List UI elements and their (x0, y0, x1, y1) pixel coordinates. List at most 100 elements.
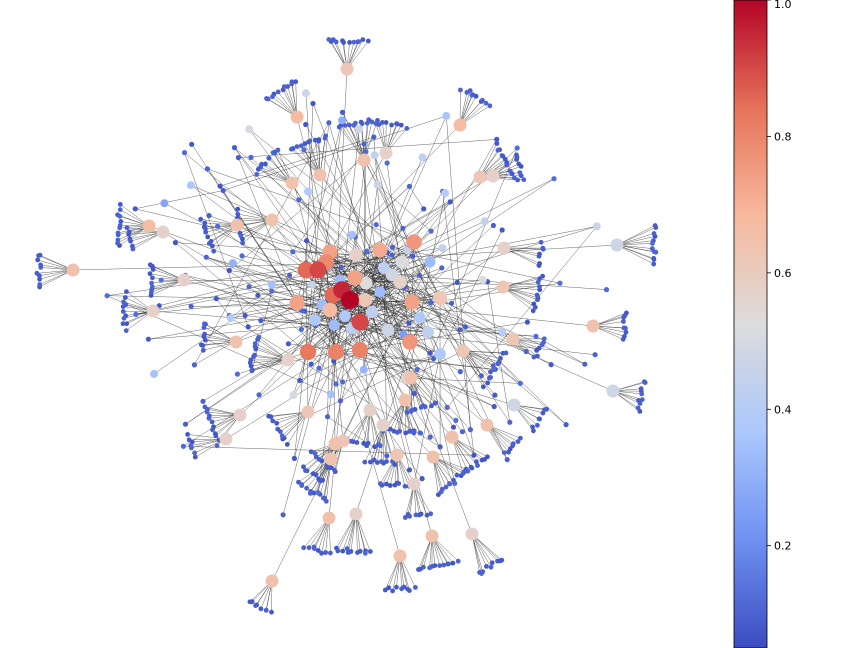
graph-edge (349, 299, 594, 327)
graph-node (406, 320, 412, 326)
graph-node (491, 403, 497, 410)
graph-edge (325, 124, 461, 263)
graph-node (407, 477, 421, 491)
graph-node (258, 606, 264, 612)
graph-edge (207, 168, 415, 243)
graph-node (346, 122, 352, 128)
graph-node (534, 292, 540, 298)
graph-node (206, 213, 212, 219)
graph-node (315, 490, 321, 496)
graph-node (413, 585, 418, 590)
graph-edge (503, 247, 544, 250)
graph-edge (411, 225, 494, 303)
graph-node (205, 234, 211, 240)
graph-edge (315, 120, 343, 326)
graph-node (328, 319, 340, 331)
graph-node (347, 230, 356, 239)
graph-node (127, 236, 133, 242)
graph-edge (238, 139, 497, 158)
graph-node (426, 450, 440, 464)
graph-node (104, 293, 110, 299)
graph-node (651, 231, 657, 236)
graph-node (537, 261, 542, 266)
graph-node (200, 398, 206, 404)
graph-edge (342, 353, 441, 383)
graph-node (363, 403, 377, 417)
graph-node (339, 310, 351, 322)
graph-node (359, 121, 365, 126)
graph-node (428, 511, 434, 517)
graph-edge (194, 279, 341, 366)
graph-edge (354, 178, 555, 279)
graph-node (191, 362, 197, 368)
graph-node (437, 563, 443, 568)
graph-node (275, 89, 281, 95)
graph-node (354, 440, 360, 445)
graph-node (206, 415, 212, 421)
graph-node (498, 327, 507, 336)
graph-node (422, 326, 434, 338)
graph-node (322, 511, 336, 525)
graph-node (480, 97, 485, 103)
graph-edge (471, 533, 480, 573)
graph-node (450, 424, 457, 430)
colorbar-ticks: 1.0 0.8 0.6 0.4 0.2 (767, 0, 792, 553)
graph-node (313, 472, 319, 478)
graph-node (622, 313, 628, 318)
graph-node (652, 249, 657, 255)
graph-edge (344, 125, 365, 161)
graph-edge (471, 533, 483, 572)
graph-node (414, 367, 420, 373)
graph-node (220, 187, 226, 194)
graph-node (384, 459, 389, 464)
graph-node (304, 485, 309, 491)
graph-node (606, 384, 620, 398)
graph-edge (293, 267, 385, 396)
graph-node (297, 261, 315, 279)
graph-node (650, 241, 655, 246)
graph-edge (409, 186, 424, 210)
graph-node (474, 459, 479, 465)
graph-node (347, 40, 352, 45)
graph-node (322, 135, 328, 141)
graph-node (301, 405, 315, 419)
graph-node (192, 450, 198, 456)
graph-edge (216, 298, 230, 316)
graph-node (651, 257, 657, 262)
graph-node (293, 79, 299, 85)
graph-node (418, 153, 427, 162)
graph-edge (471, 533, 502, 561)
graph-node (219, 432, 233, 446)
graph-edge (339, 126, 365, 161)
graph-node (289, 391, 298, 399)
graph-node (425, 529, 439, 543)
graph-node (417, 512, 422, 518)
graph-edge (306, 240, 521, 384)
graph-node (231, 145, 238, 151)
graph-node (490, 222, 496, 229)
graph-edge (361, 159, 389, 331)
graph-node (240, 240, 246, 246)
graph-node (235, 206, 241, 212)
graph-node (291, 455, 297, 461)
graph-node (301, 464, 306, 470)
graph-node (206, 241, 212, 246)
graph-edge (107, 247, 443, 296)
graph-node (419, 476, 425, 482)
graph-node (502, 156, 508, 162)
graph-node (235, 211, 241, 217)
graph-edge (503, 247, 540, 266)
graph-node (408, 409, 414, 414)
graph-node (358, 293, 372, 307)
graph-node (413, 512, 419, 518)
graph-node (517, 170, 523, 176)
graph-node (352, 342, 368, 358)
graph-node (186, 437, 192, 443)
graph-edge (250, 157, 429, 333)
graph-node (465, 468, 471, 474)
graph-node (471, 452, 477, 458)
graph-node (349, 248, 363, 262)
graph-node (535, 297, 540, 303)
graph-node (158, 277, 164, 283)
graph-node (326, 120, 332, 126)
